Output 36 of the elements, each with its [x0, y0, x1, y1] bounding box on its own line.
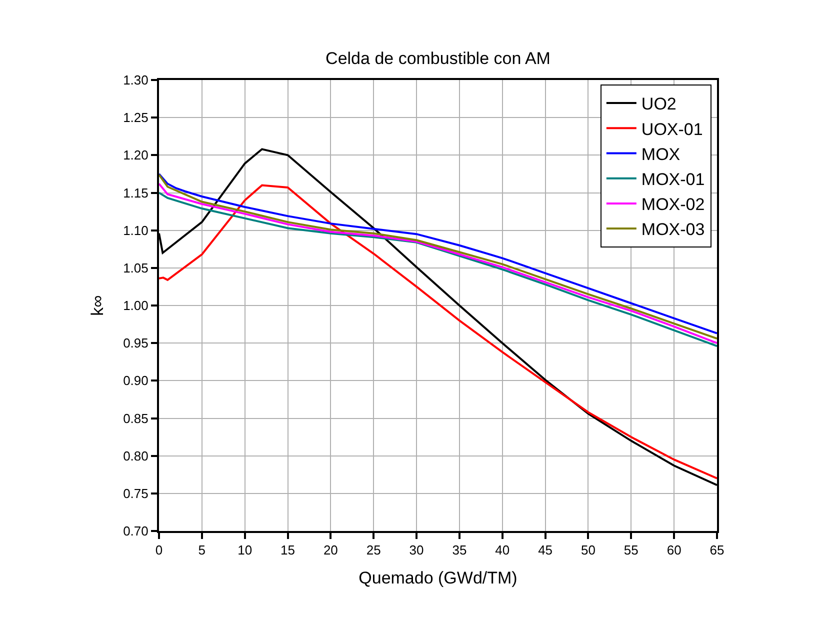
legend-label: MOX-03 — [641, 220, 705, 240]
y-tick-label: 0.95 — [123, 336, 148, 351]
x-tick-label: 55 — [624, 542, 638, 558]
legend-label: UO2 — [641, 94, 676, 114]
legend-label: MOX — [641, 144, 680, 164]
x-tick-label: 65 — [710, 542, 724, 558]
y-tick-label: 1.15 — [123, 185, 148, 200]
y-tick-label: 0.70 — [123, 524, 148, 539]
x-tick-label: 15 — [280, 542, 296, 558]
y-tick-label: 1.10 — [123, 222, 148, 238]
y-tick-label: 1.20 — [123, 148, 148, 163]
y-tick-label: 1.00 — [123, 298, 148, 314]
legend-label: MOX-02 — [641, 195, 705, 214]
y-tick-label: 1.05 — [123, 260, 148, 276]
x-tick-label: 60 — [666, 542, 682, 558]
chart-title: Celda de combustible con AM — [326, 48, 550, 68]
x-tick-label: 30 — [409, 542, 424, 558]
y-tick-label: 1.25 — [123, 110, 148, 126]
legend-label: MOX-01 — [641, 170, 705, 189]
y-tick-label: 0.85 — [123, 410, 148, 426]
legend-label: UOX-01 — [641, 120, 703, 139]
x-tick-label: 5 — [198, 542, 206, 558]
x-tick-label: 50 — [580, 542, 596, 558]
y-tick-label: 0.80 — [123, 448, 148, 464]
x-tick-label: 20 — [323, 542, 338, 558]
x-tick-label: 0 — [155, 542, 163, 558]
x-tick-label: 40 — [495, 542, 510, 558]
y-tick-label: 0.90 — [123, 373, 148, 388]
y-axis-title: k∞ — [88, 295, 108, 316]
x-tick-label: 35 — [452, 542, 467, 558]
y-tick-label: 1.30 — [123, 72, 148, 88]
y-tick-label: 0.75 — [123, 486, 148, 501]
x-axis-title: Quemado (GWd/TM) — [358, 568, 518, 588]
x-tick-label: 25 — [366, 542, 381, 558]
x-tick-label: 10 — [238, 542, 252, 558]
x-tick-label: 45 — [538, 542, 553, 558]
